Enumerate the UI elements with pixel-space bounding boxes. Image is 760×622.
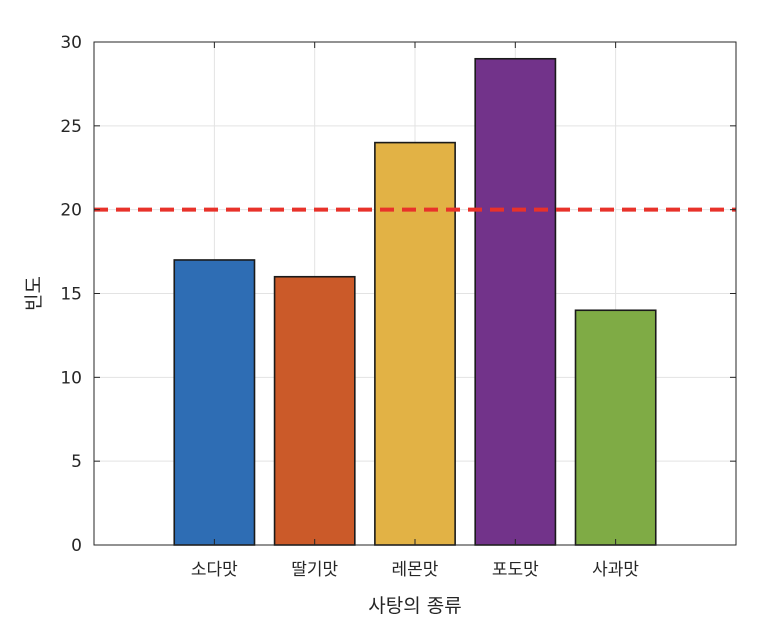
bar-2 [273, 275, 356, 546]
bar-1 [173, 259, 256, 546]
bar-3 [374, 141, 456, 546]
x-tick-label: 포도맛 [492, 560, 539, 580]
y-tick-label: 5 [71, 452, 82, 472]
y-tick-label: 20 [60, 201, 82, 221]
bar-5 [574, 309, 657, 546]
x-tick-label: 사과맛 [592, 560, 639, 580]
y-tick-label: 10 [60, 368, 82, 388]
y-tick-label: 30 [60, 33, 82, 53]
x-axis-label: 사탕의 종류 [368, 595, 461, 617]
x-tick-label: 레몬맛 [392, 560, 439, 580]
y-axis-label: 빈도 [23, 276, 45, 311]
bar-4 [474, 57, 557, 546]
x-ticks: 소다맛 딸기맛 레몬맛 포도맛 사과맛 [191, 42, 639, 580]
y-tick-label: 15 [60, 285, 82, 305]
y-tick-label: 0 [71, 536, 82, 556]
y-tick-label: 25 [60, 117, 82, 137]
x-tick-label: 딸기맛 [291, 560, 338, 580]
x-tick-label: 소다맛 [191, 560, 238, 580]
y-ticks: 0 5 10 15 20 25 30 [60, 33, 736, 556]
